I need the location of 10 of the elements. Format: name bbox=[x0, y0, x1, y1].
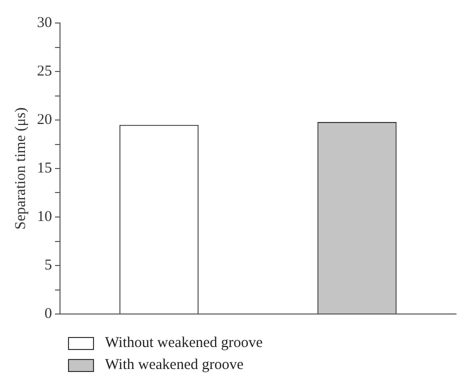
legend-label: With weakened groove bbox=[105, 356, 244, 374]
series-label: Without weakened groove bbox=[105, 334, 263, 352]
y-tick-label: 5 bbox=[44, 257, 52, 274]
y-tick-label: 15 bbox=[37, 160, 52, 176]
y-tick-label: 10 bbox=[37, 208, 52, 225]
y-tick-label: 0 bbox=[44, 306, 52, 322]
y-tick-label: 30 bbox=[37, 14, 52, 31]
y-tick-label: 20 bbox=[37, 112, 52, 128]
y-axis-title: Separation time (μs) bbox=[12, 107, 29, 230]
y-tick-label: 25 bbox=[37, 63, 52, 80]
